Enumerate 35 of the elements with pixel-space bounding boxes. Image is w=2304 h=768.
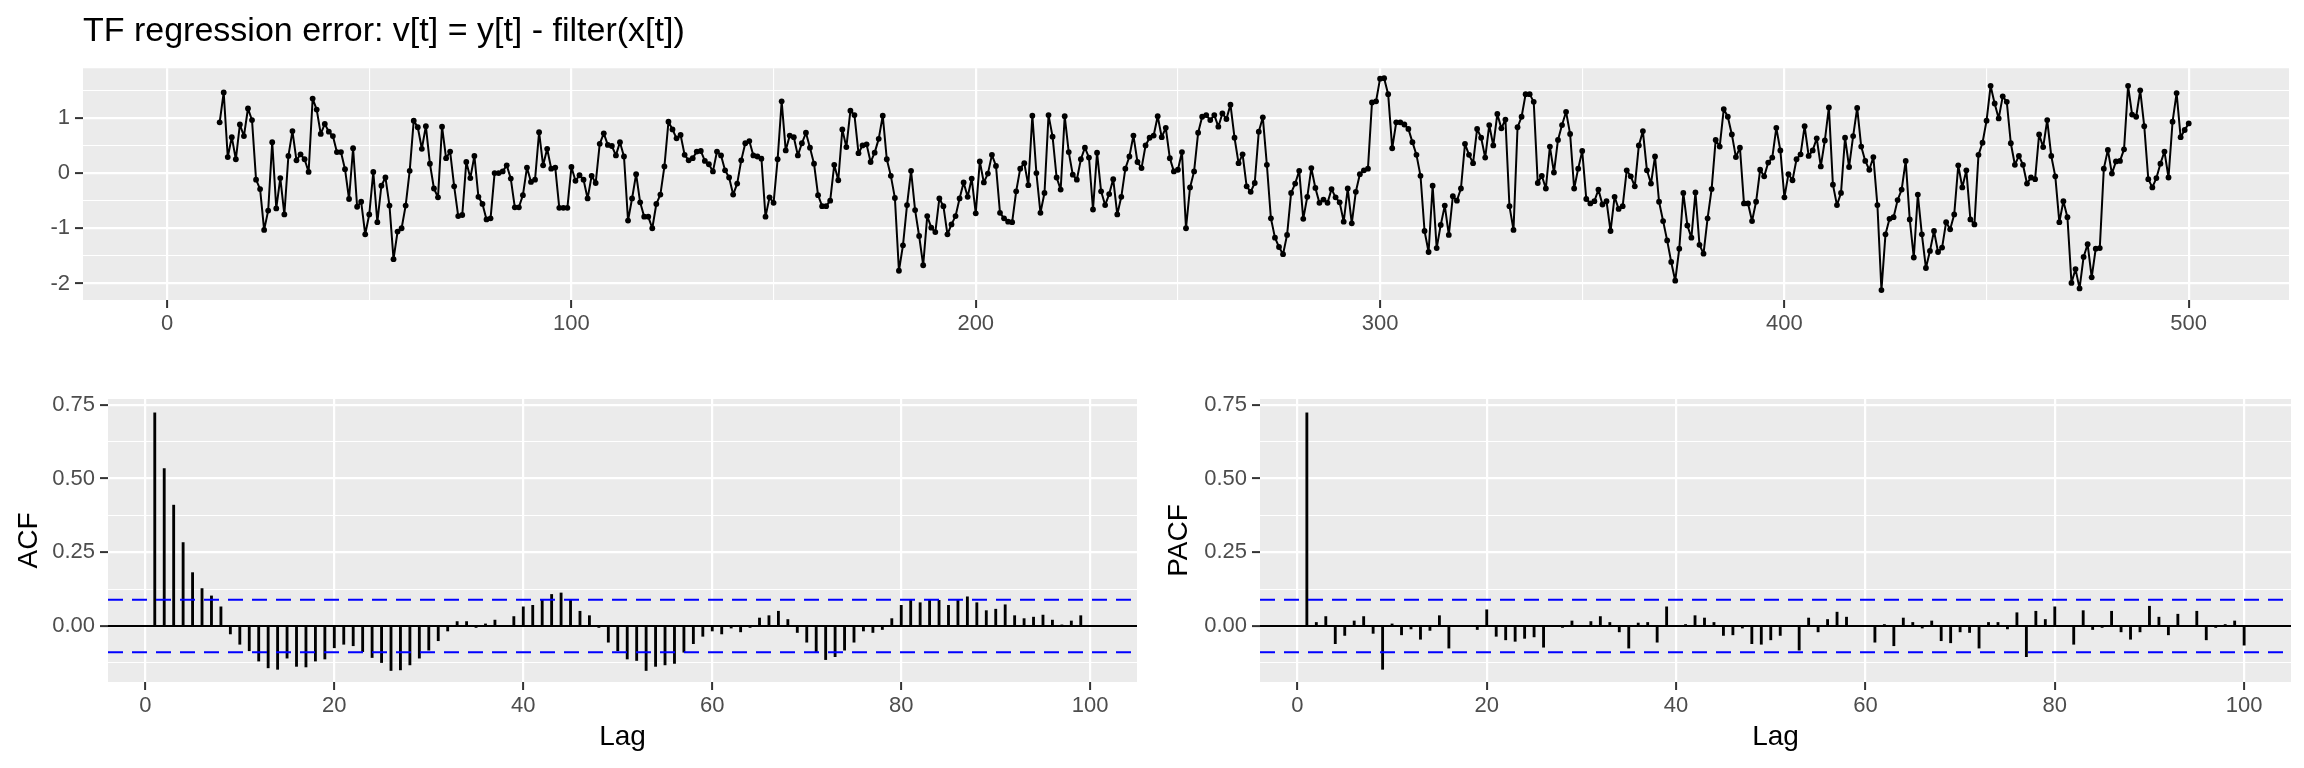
- x-tick-label: 100: [553, 310, 590, 336]
- x-tick-label: 40: [1663, 692, 1689, 718]
- x-tick-label: 400: [1766, 310, 1803, 336]
- x-tick-label: 0: [139, 692, 152, 718]
- x-tick-label: 500: [2170, 310, 2208, 336]
- x-tick-label: 80: [889, 692, 914, 718]
- x-tick-label: 200: [957, 310, 995, 336]
- x-tick-label: 60: [1853, 692, 1878, 718]
- y-axis-title: PACF: [1161, 504, 1193, 577]
- y-tick-label: 0.00: [52, 612, 95, 638]
- x-tick-label: 60: [700, 692, 725, 718]
- y-tick-label: 0.75: [52, 390, 95, 416]
- x-tick-label: 100: [2225, 692, 2263, 718]
- x-tick-label: 20: [1474, 692, 1499, 718]
- x-axis-title: Lag: [1752, 719, 1799, 751]
- y-tick-label: -1: [50, 214, 70, 240]
- y-tick-label: 0.00: [1204, 612, 1247, 638]
- y-tick-label: 0.25: [1204, 538, 1247, 564]
- x-tick-label: 20: [322, 692, 347, 718]
- y-tick-label: 1: [57, 103, 70, 129]
- x-tick-label: 80: [2042, 692, 2068, 718]
- x-axis-title: Lag: [599, 719, 646, 751]
- y-tick-label: 0: [57, 159, 70, 185]
- x-tick-label: 40: [511, 692, 536, 718]
- x-tick-label: 100: [1071, 692, 1109, 718]
- y-tick-label: -2: [50, 269, 70, 295]
- x-tick-label: 300: [1361, 310, 1399, 336]
- y-axis-title: ACF: [11, 512, 43, 569]
- x-tick-label: 0: [160, 310, 174, 336]
- y-tick-label: 0.75: [1204, 390, 1247, 416]
- x-tick-label: 0: [1291, 692, 1304, 718]
- y-tick-label: 0.50: [52, 464, 95, 490]
- chart-title: TF regression error: v[t] = y[t] - filter(x[t]): [83, 10, 685, 48]
- y-tick-label: 0.50: [1204, 464, 1247, 490]
- y-tick-label: 0.25: [52, 538, 95, 564]
